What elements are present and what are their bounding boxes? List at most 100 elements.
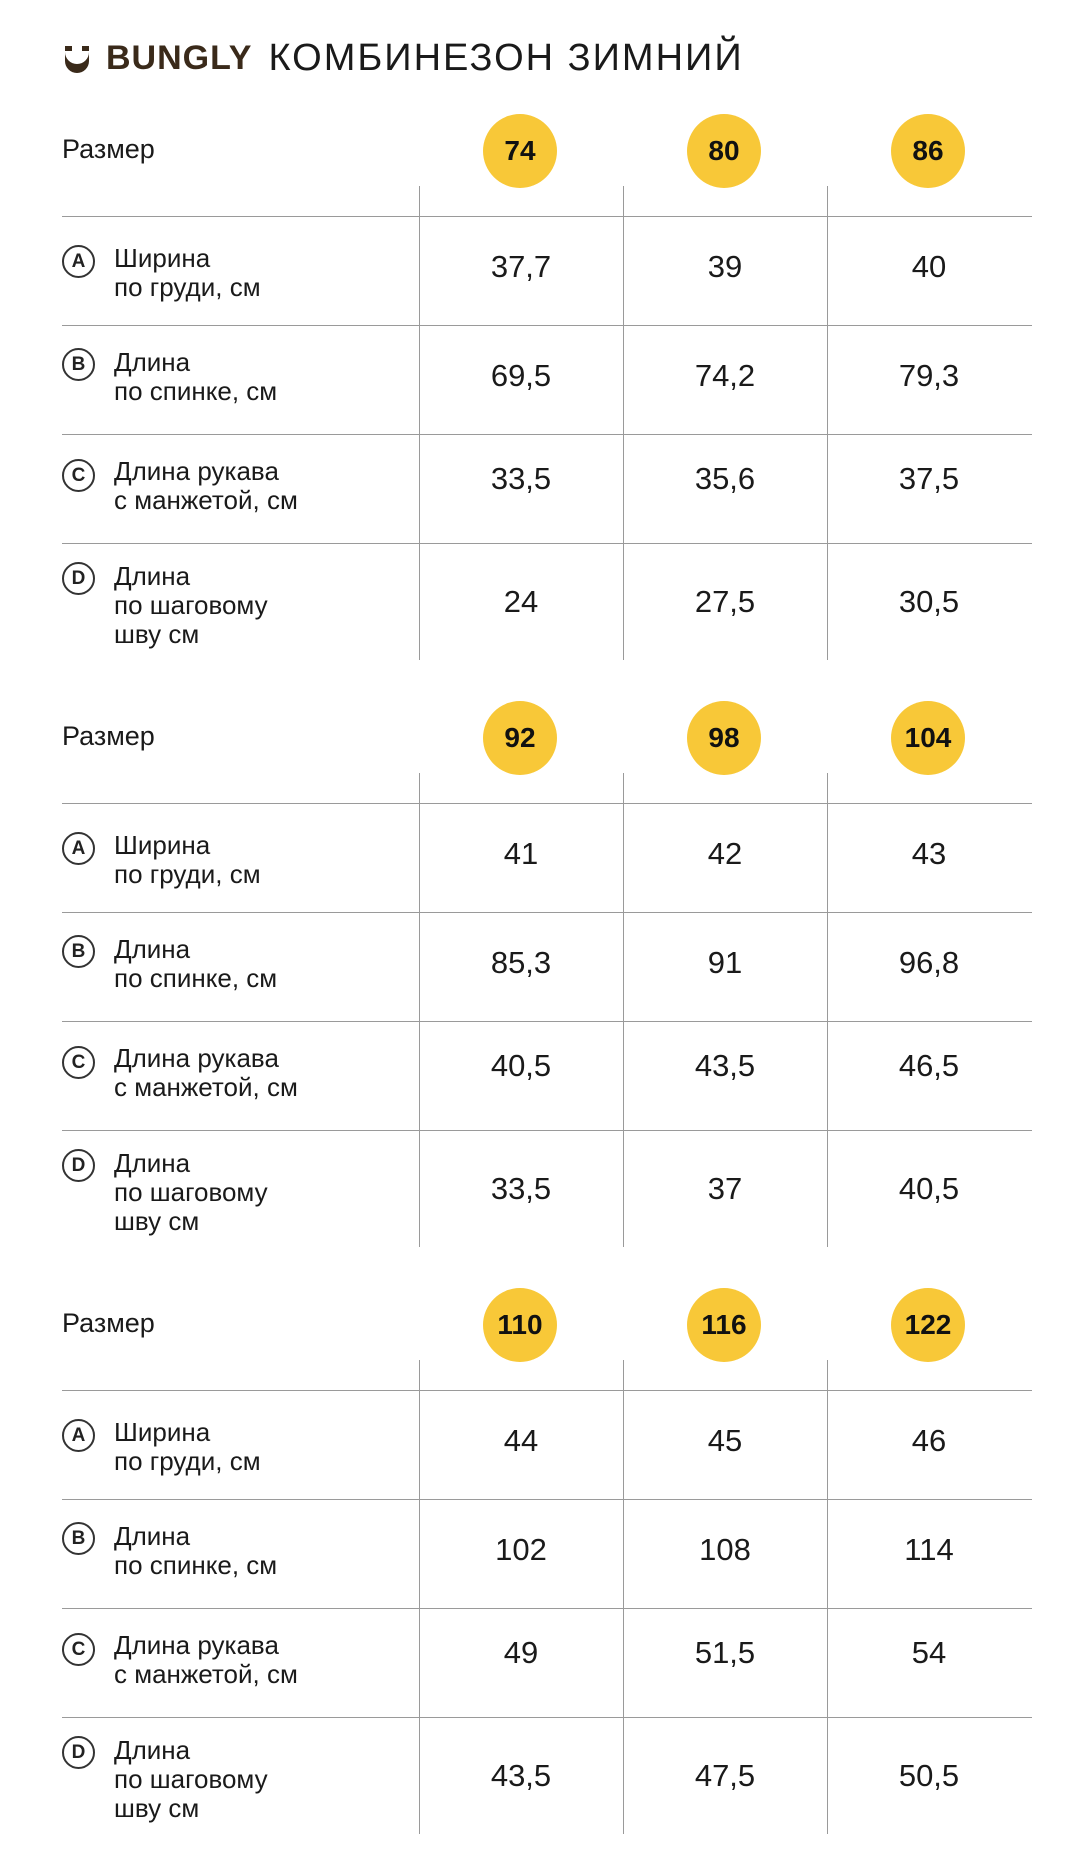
value-cell: 108 [699,1532,751,1567]
page-header: BUNGLY КОМБИНЕЗОН ЗИМНИЙ [62,34,744,82]
value-cell: 74,2 [694,358,756,393]
letter-badge: B [62,935,95,968]
measurement-label: Длина по спинке, см [114,347,278,406]
measurement-row-a: A Ширина по груди, см 37,7 39 40 [62,217,1032,325]
value-cell: 43,5 [490,1758,552,1793]
value-cell: 33,5 [490,461,552,496]
size-label: Размер [62,1308,155,1338]
value-cell: 40,5 [490,1048,552,1083]
measurement-row-b: B Длина по спинке, см 69,5 74,2 79,3 [62,326,1032,434]
size-circle: 86 [891,114,965,188]
measurement-label: Длина по шаговому шву см [114,1148,268,1236]
letter-badge: A [62,1419,95,1452]
measurement-row-d: D Длина по шаговому шву см 24 27,5 30,5 [62,544,1032,660]
row-divider [62,325,1032,326]
value-cell: 79,3 [898,358,960,393]
measurement-label: Длина рукава с манжетой, см [114,1043,298,1102]
size-circle: 98 [687,701,761,775]
letter-badge: A [62,245,95,278]
row-divider [62,1717,1032,1718]
value-cell: 96,8 [898,945,960,980]
value-cell: 35,6 [694,461,756,496]
measurement-label: Длина по спинке, см [114,1521,278,1580]
value-cell: 54 [911,1635,947,1670]
row-divider [62,1608,1032,1609]
letter-badge: D [62,562,95,595]
row-divider [62,1130,1032,1131]
size-table-3: Размер 110 116 122 A Ширина по груди, см … [62,1288,1032,1834]
measurement-label: Ширина по груди, см [114,830,261,889]
measurement-row-a: A Ширина по груди, см 44 45 46 [62,1391,1032,1499]
size-circle: 80 [687,114,761,188]
measurement-row-d: D Длина по шаговому шву см 43,5 47,5 50,5 [62,1718,1032,1834]
letter-badge: C [62,1046,95,1079]
size-table-2: Размер 92 98 104 A Ширина по груди, см 41… [62,701,1032,1247]
row-divider [62,1499,1032,1500]
value-cell: 43 [911,836,947,871]
value-cell: 30,5 [898,584,960,619]
row-divider [62,803,1032,804]
value-cell: 43,5 [694,1048,756,1083]
size-circle: 122 [891,1288,965,1362]
brand-name: BUNGLY [106,38,253,77]
letter-badge: B [62,1522,95,1555]
value-cell: 51,5 [694,1635,756,1670]
measurement-row-b: B Длина по спинке, см 102 108 114 [62,1500,1032,1608]
size-circle: 116 [687,1288,761,1362]
measurement-label: Ширина по груди, см [114,243,261,302]
value-cell: 45 [707,1423,743,1458]
measurement-row-c: C Длина рукава с манжетой, см 33,5 35,6 3… [62,435,1032,543]
bungly-logo-icon [65,46,89,73]
size-circle: 92 [483,701,557,775]
value-cell: 39 [707,249,743,284]
value-cell: 42 [707,836,743,871]
size-circle: 74 [483,114,557,188]
letter-badge: D [62,1149,95,1182]
value-cell: 37,7 [490,249,552,284]
measurement-label: Длина по спинке, см [114,934,278,993]
row-divider [62,216,1032,217]
measurement-label: Длина по шаговому шву см [114,561,268,649]
value-cell: 44 [503,1423,539,1458]
size-header-row: Размер 92 98 104 [62,701,1032,775]
page-title: КОМБИНЕЗОН ЗИМНИЙ [268,36,744,79]
letter-badge: C [62,1633,95,1666]
measurement-row-c: C Длина рукава с манжетой, см 49 51,5 54 [62,1609,1032,1717]
value-cell: 41 [503,836,539,871]
measurement-label: Длина по шаговому шву см [114,1735,268,1823]
value-cell: 37,5 [898,461,960,496]
size-circle: 110 [483,1288,557,1362]
measurement-label: Длина рукава с манжетой, см [114,1630,298,1689]
size-header-row: Размер 110 116 122 [62,1288,1032,1362]
value-cell: 40,5 [898,1171,960,1206]
measurement-row-a: A Ширина по груди, см 41 42 43 [62,804,1032,912]
letter-badge: C [62,459,95,492]
value-cell: 37 [707,1171,743,1206]
value-cell: 27,5 [694,584,756,619]
row-divider [62,912,1032,913]
size-label: Размер [62,721,155,751]
measurement-label: Ширина по груди, см [114,1417,261,1476]
value-cell: 47,5 [694,1758,756,1793]
value-cell: 40 [911,249,947,284]
letter-badge: D [62,1736,95,1769]
value-cell: 46,5 [898,1048,960,1083]
value-cell: 33,5 [490,1171,552,1206]
row-divider [62,1390,1032,1391]
size-table-1: Размер 74 80 86 A Ширина по груди, см 37,… [62,114,1032,660]
value-cell: 102 [495,1532,547,1567]
measurement-row-d: D Длина по шаговому шву см 33,5 37 40,5 [62,1131,1032,1247]
letter-badge: B [62,348,95,381]
value-cell: 85,3 [490,945,552,980]
letter-badge: A [62,832,95,865]
size-header-row: Размер 74 80 86 [62,114,1032,188]
measurement-row-b: B Длина по спинке, см 85,3 91 96,8 [62,913,1032,1021]
value-cell: 50,5 [898,1758,960,1793]
value-cell: 114 [904,1532,954,1567]
measurement-label: Длина рукава с манжетой, см [114,456,298,515]
measurement-row-c: C Длина рукава с манжетой, см 40,5 43,5 4… [62,1022,1032,1130]
value-cell: 91 [707,945,743,980]
row-divider [62,543,1032,544]
size-label: Размер [62,134,155,164]
row-divider [62,434,1032,435]
